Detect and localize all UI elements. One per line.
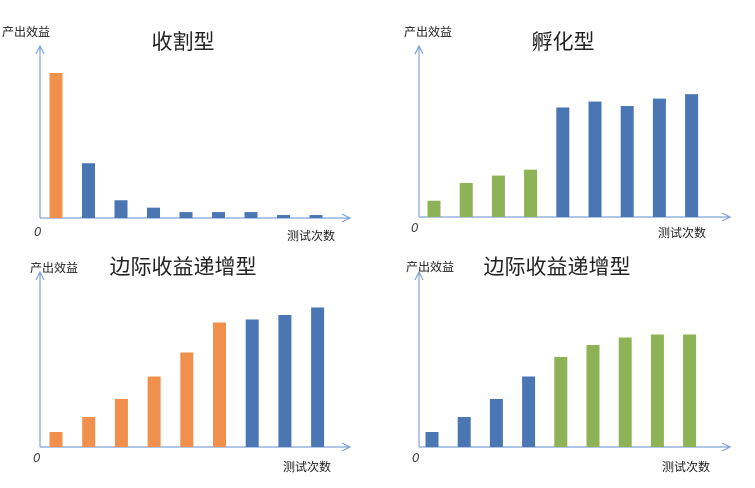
bar (652, 98, 666, 217)
origin-label: 0 (34, 225, 42, 239)
bar (278, 315, 292, 447)
y-axis-arrow (35, 44, 45, 55)
bar (650, 334, 664, 447)
bar (554, 357, 568, 447)
bar (213, 322, 226, 447)
x-axis-label: 测试次数 (283, 459, 331, 474)
bar (82, 417, 96, 447)
bar (147, 207, 160, 218)
bar (459, 182, 473, 217)
origin-label: 0 (411, 221, 419, 235)
bar (180, 352, 194, 447)
bar (586, 345, 600, 447)
bar (311, 307, 325, 447)
bar (49, 72, 63, 219)
bar (114, 200, 128, 218)
bar (49, 432, 63, 447)
bar (457, 417, 471, 447)
bar (212, 212, 225, 218)
bar (244, 212, 258, 218)
origin-label: 0 (33, 451, 41, 465)
x-axis-arrow (341, 213, 352, 223)
x-axis-arrow (341, 442, 352, 452)
bar (179, 212, 193, 218)
x-axis-label: 测试次数 (287, 228, 335, 243)
bar (245, 319, 259, 447)
bar (427, 200, 441, 217)
chart-title: 边际收益递增型 (110, 255, 257, 279)
bar (588, 101, 602, 217)
y-axis-arrow (35, 270, 45, 281)
y-axis-arrow (414, 270, 424, 281)
bar (524, 169, 538, 217)
bar (114, 399, 128, 447)
bar (618, 337, 632, 447)
bar (683, 334, 697, 447)
x-axis-arrow (721, 442, 732, 452)
bar (309, 215, 323, 218)
bar (491, 175, 505, 217)
bar (620, 106, 634, 217)
bar (82, 163, 95, 218)
x-axis-label: 测试次数 (662, 459, 710, 474)
y-axis-arrow (414, 44, 424, 55)
chart-title: 边际收益递增型 (484, 255, 631, 279)
y-axis-label: 产出效益 (2, 24, 50, 39)
bar (489, 399, 503, 447)
bar (556, 107, 570, 217)
y-axis-label: 产出效益 (406, 259, 454, 274)
y-axis-label: 产出效益 (404, 24, 452, 39)
bar (425, 432, 439, 447)
bar (685, 94, 699, 217)
x-axis-arrow (721, 212, 732, 222)
bar (277, 215, 290, 218)
y-axis-label: 产出效益 (30, 260, 78, 275)
origin-label: 0 (412, 451, 420, 465)
chart-title: 孵化型 (532, 30, 595, 54)
chart-title: 收割型 (152, 30, 215, 54)
bar (522, 376, 536, 447)
bar (147, 376, 161, 447)
x-axis-label: 测试次数 (658, 225, 706, 240)
